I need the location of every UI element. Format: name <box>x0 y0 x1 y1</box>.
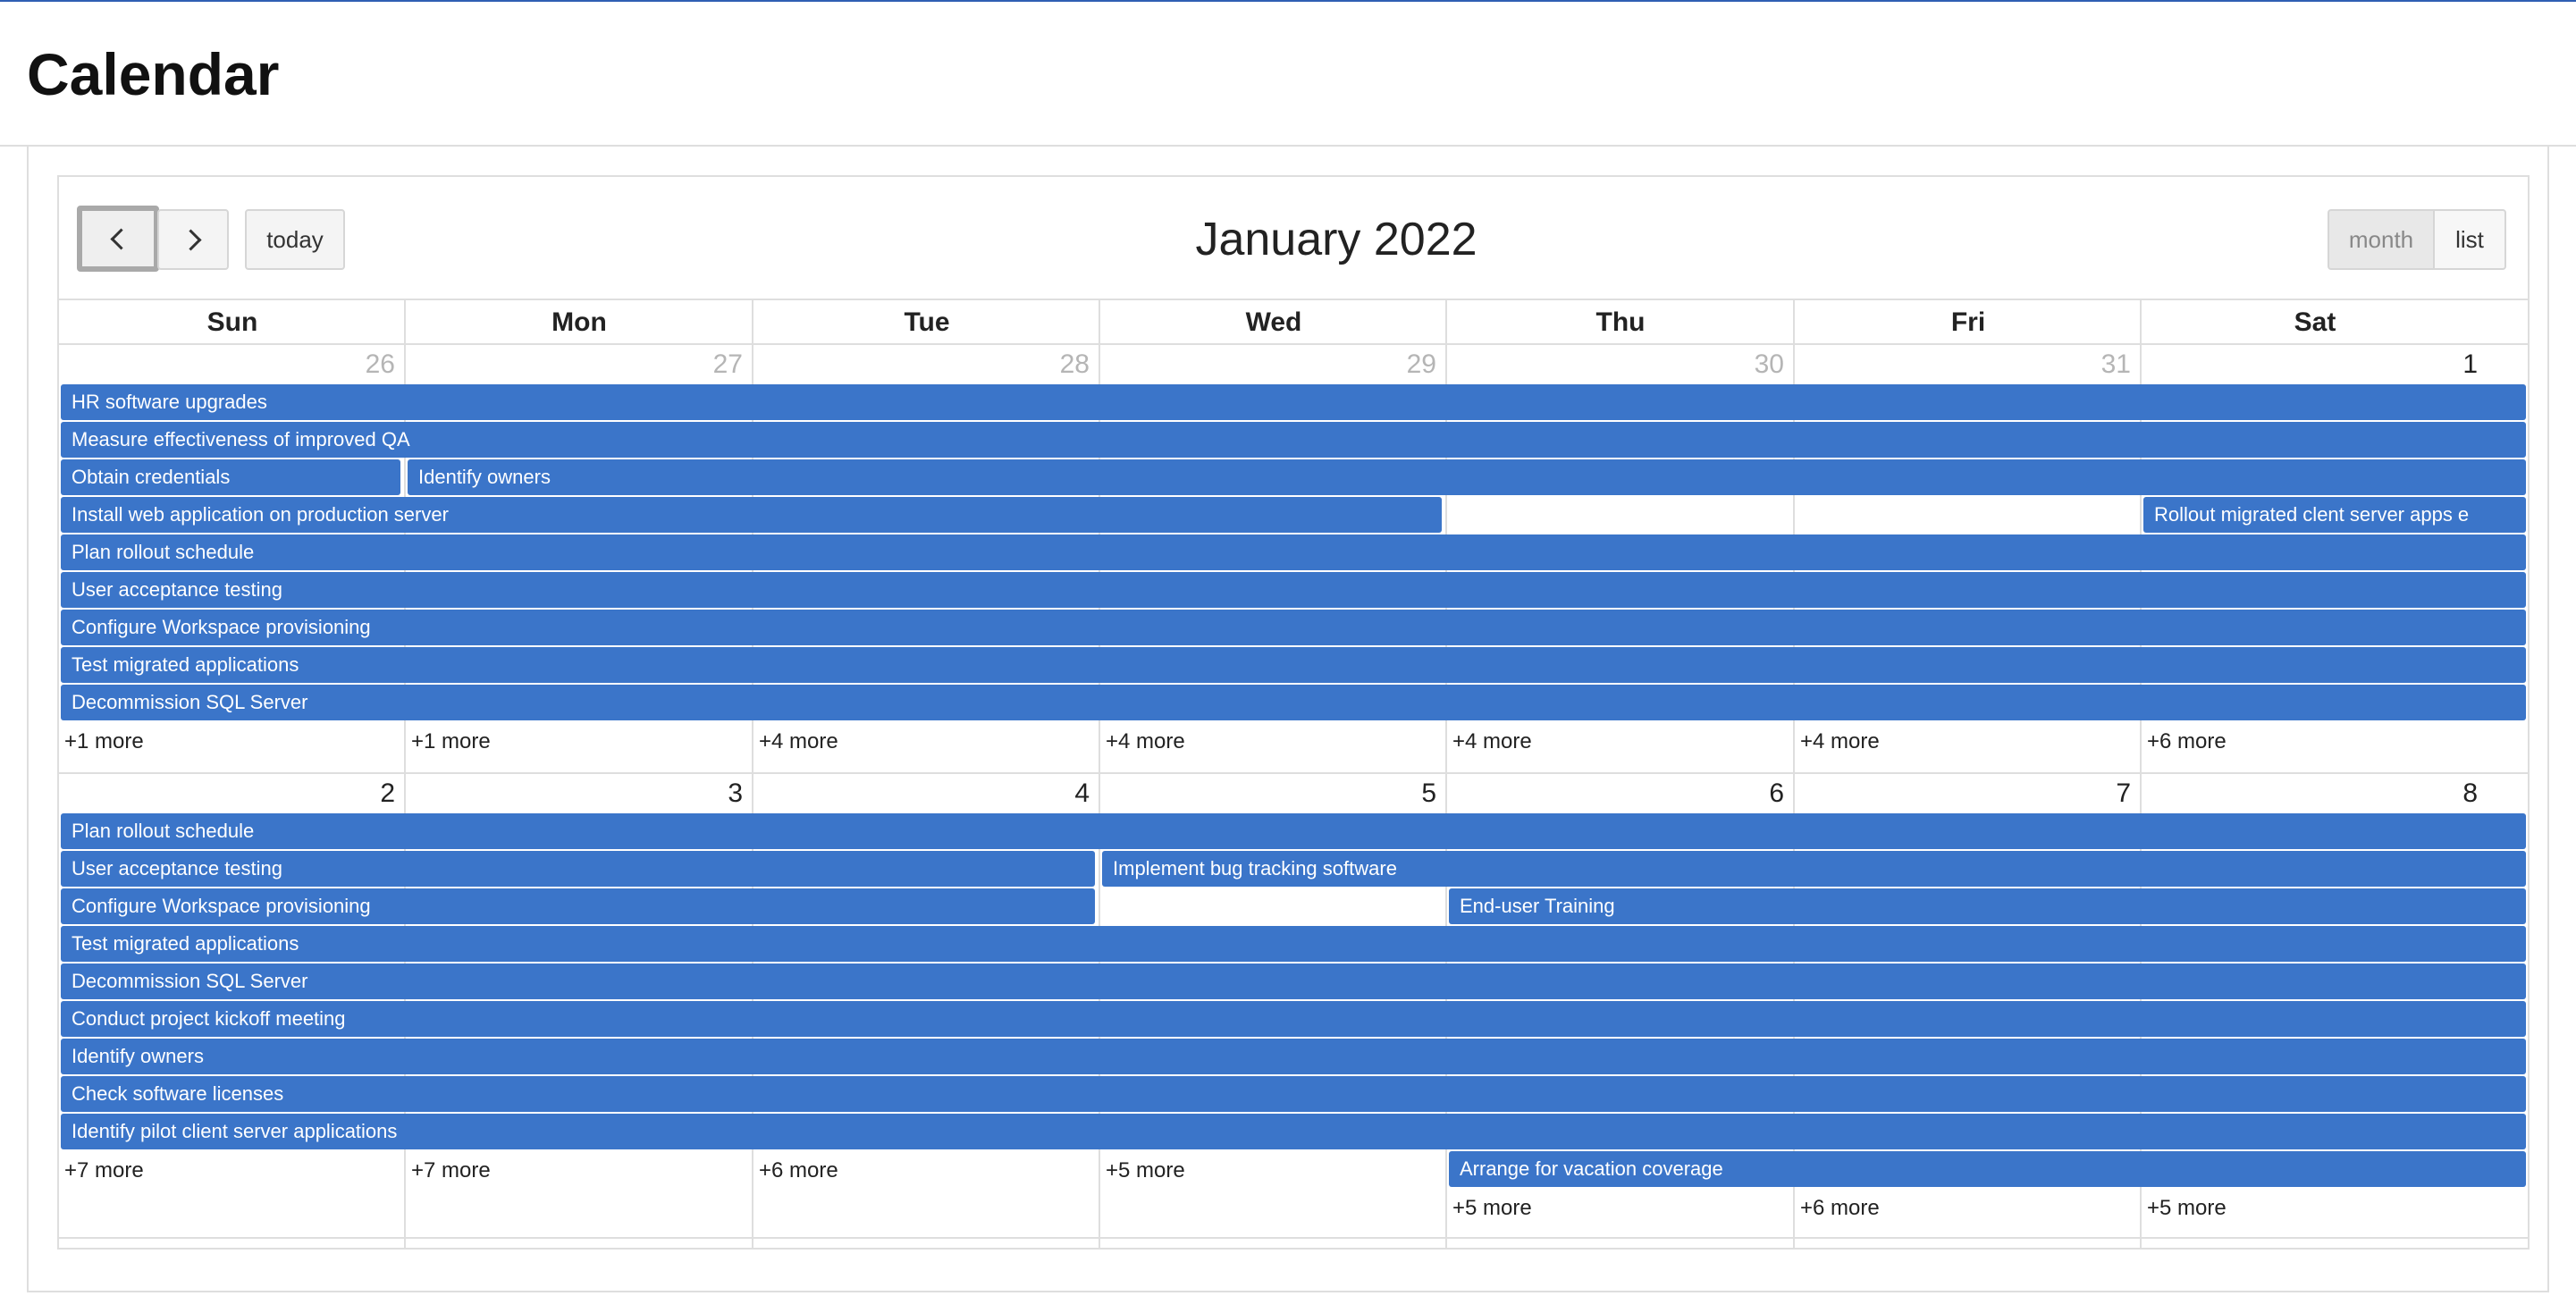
calendar-title: January 2022 <box>1195 214 1477 265</box>
more-events-link[interactable]: +4 more <box>759 729 838 753</box>
calendar-event[interactable]: Configure Workspace provisioning <box>61 888 1095 924</box>
more-events-link[interactable]: +5 more <box>1452 1196 1532 1220</box>
weekday-tue: Tue <box>904 307 950 337</box>
calendar-event[interactable]: Decommission SQL Server <box>61 685 2526 720</box>
calendar-event[interactable]: Measure effectiveness of improved QA <box>61 422 2526 458</box>
week-divider <box>57 772 2530 774</box>
more-events-link[interactable]: +4 more <box>1106 729 1185 753</box>
prev-month-button[interactable] <box>77 206 159 272</box>
calendar-event[interactable]: Identify owners <box>408 459 2526 495</box>
calendar-event[interactable]: Rollout migrated clent server apps e <box>2143 497 2526 533</box>
more-events-link[interactable]: +5 more <box>1106 1158 1185 1182</box>
calendar-frame <box>57 175 2530 1250</box>
calendar-event[interactable]: Test migrated applications <box>61 647 2526 683</box>
calendar-event[interactable]: Conduct project kickoff meeting <box>61 1001 2526 1037</box>
calendar-event[interactable]: User acceptance testing <box>61 851 1095 887</box>
calendar-event[interactable]: Arrange for vacation coverage <box>1449 1151 2526 1187</box>
calendar-event[interactable]: User acceptance testing <box>61 572 2526 608</box>
day-number[interactable]: 5 <box>1421 778 1436 808</box>
calendar-event[interactable]: Check software licenses <box>61 1076 2526 1112</box>
weekday-sun: Sun <box>206 307 258 337</box>
chevron-right-icon <box>179 228 202 251</box>
calendar-event[interactable]: Decommission SQL Server <box>61 964 2526 999</box>
grid-bottom-line <box>57 1237 2530 1239</box>
day-number[interactable]: 30 <box>1754 349 1784 379</box>
day-number[interactable]: 29 <box>1406 349 1436 379</box>
day-number[interactable]: 31 <box>2100 349 2131 379</box>
list-view-button[interactable]: list <box>2433 209 2506 270</box>
calendar-event[interactable]: Plan rollout schedule <box>61 534 2526 570</box>
day-number[interactable]: 6 <box>1769 778 1784 808</box>
more-events-link[interactable]: +6 more <box>2147 729 2227 753</box>
more-events-link[interactable]: +5 more <box>2147 1196 2227 1220</box>
page-title: Calendar <box>27 41 280 107</box>
calendar-event[interactable]: End-user Training <box>1449 888 2526 924</box>
calendar-event[interactable]: Test migrated applications <box>61 926 2526 962</box>
calendar-event[interactable]: Plan rollout schedule <box>61 813 2526 849</box>
more-events-link[interactable]: +4 more <box>1800 729 1880 753</box>
more-events-link[interactable]: +1 more <box>411 729 491 753</box>
day-number[interactable]: 26 <box>365 349 395 379</box>
calendar-event[interactable]: Configure Workspace provisioning <box>61 610 2526 645</box>
more-events-link[interactable]: +7 more <box>411 1158 491 1182</box>
calendar-event[interactable]: Identify pilot client server application… <box>61 1114 2526 1149</box>
chevron-left-icon <box>109 227 132 250</box>
day-number[interactable]: 28 <box>1059 349 1090 379</box>
day-number[interactable]: 3 <box>728 778 743 808</box>
day-number[interactable]: 8 <box>2462 778 2478 808</box>
calendar-event[interactable]: Identify owners <box>61 1039 2526 1074</box>
today-button[interactable]: today <box>245 209 345 270</box>
more-events-link[interactable]: +7 more <box>64 1158 144 1182</box>
more-events-link[interactable]: +4 more <box>1452 729 1532 753</box>
weekday-mon: Mon <box>551 307 607 337</box>
weekday-thu: Thu <box>1595 307 1646 337</box>
day-number[interactable]: 4 <box>1074 778 1090 808</box>
more-events-link[interactable]: +1 more <box>64 729 144 753</box>
calendar-event[interactable]: Obtain credentials <box>61 459 400 495</box>
calendar-event[interactable]: HR software upgrades <box>61 384 2526 420</box>
more-events-link[interactable]: +6 more <box>1800 1196 1880 1220</box>
day-number[interactable]: 7 <box>2116 778 2131 808</box>
weekday-fri: Fri <box>1950 307 1986 337</box>
top-accent-line <box>0 0 2576 2</box>
month-view-button[interactable]: month <box>2328 209 2435 270</box>
day-number[interactable]: 1 <box>2462 349 2478 379</box>
calendar-event[interactable]: Install web application on production se… <box>61 497 1442 533</box>
weekday-sat: Sat <box>2294 307 2336 337</box>
day-number[interactable]: 2 <box>380 778 395 808</box>
calendar-event[interactable]: Implement bug tracking software <box>1102 851 2526 887</box>
more-events-link[interactable]: +6 more <box>759 1158 838 1182</box>
weekday-wed: Wed <box>1245 307 1302 337</box>
weekday-header-row: Sun Mon Tue Wed Thu Fri Sat <box>57 299 2530 345</box>
day-number[interactable]: 27 <box>712 349 743 379</box>
next-month-button[interactable] <box>157 209 229 270</box>
page-header: Calendar <box>0 2 2576 147</box>
